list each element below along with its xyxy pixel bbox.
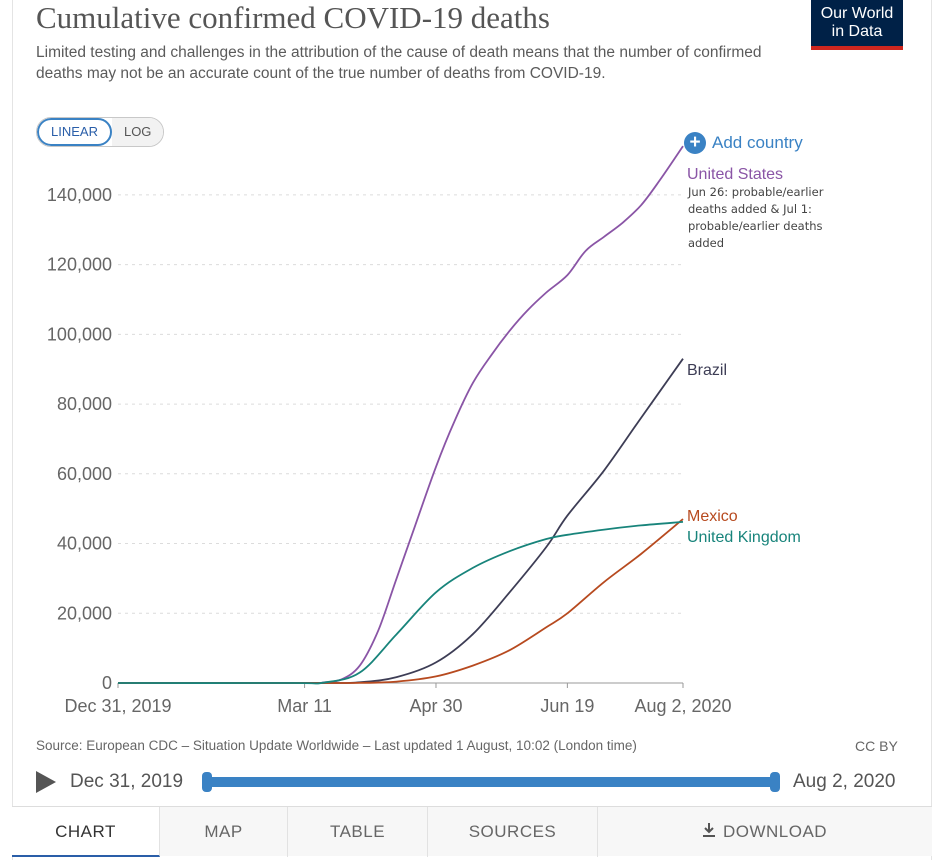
timeline-end-label: Aug 2, 2020: [793, 771, 896, 792]
series-line-united-states: [117, 145, 684, 684]
series-annotation-line: deaths added & Jul 1:: [688, 202, 812, 216]
license-link[interactable]: CC BY: [855, 738, 898, 754]
y-tick-label: 120,000: [47, 255, 112, 275]
tab-chart-label: CHART: [55, 822, 116, 841]
series-label-united-kingdom: United Kingdom: [687, 529, 801, 546]
series-line-united-kingdom: [117, 521, 684, 685]
series-line-mexico: [117, 518, 684, 684]
tab-map-label: MAP: [204, 822, 243, 841]
chart-title: Cumulative confirmed COVID-19 deaths: [36, 0, 550, 35]
series-label-brazil: Brazil: [687, 362, 727, 379]
timeline-start-handle[interactable]: [202, 772, 212, 792]
tab-table[interactable]: TABLE: [288, 807, 428, 857]
tab-download-label: DOWNLOAD: [722, 822, 828, 841]
add-country-button[interactable]: + Add country: [684, 132, 803, 154]
series-label-united-states: United States: [687, 166, 783, 183]
tab-map[interactable]: MAP: [160, 807, 288, 857]
label-layer: United States Jun 26: probable/earlier dea…: [687, 166, 824, 546]
grid-layer: [118, 194, 683, 684]
y-tick-label: 0: [102, 673, 112, 693]
owid-logo[interactable]: Our World in Data: [811, 0, 903, 50]
tab-bar: CHART MAP TABLE SOURCES DOWNLOAD: [12, 806, 932, 857]
x-tick-label: Mar 11: [277, 696, 332, 716]
logo-line-2: in Data: [831, 23, 883, 40]
chart-frame: [12, 0, 932, 860]
play-icon[interactable]: [36, 771, 56, 793]
timeline-slider[interactable]: [202, 772, 780, 792]
tab-sources[interactable]: SOURCES: [428, 807, 598, 857]
axis-layer: 0 20,000 40,000 60,000 80,000 100,000 120,000 1…: [47, 185, 732, 716]
series-label-mexico: Mexico: [687, 508, 738, 525]
x-tick-label: Apr 30: [409, 696, 462, 716]
x-tick-label: Dec 31, 2019: [64, 696, 171, 716]
source-note: Source: European CDC – Situation Update …: [36, 738, 637, 753]
download-icon: [702, 823, 715, 837]
series-annotation-line: probable/earlier deaths: [688, 219, 823, 233]
timeline-range-bar[interactable]: [204, 777, 778, 787]
tab-sources-label: SOURCES: [468, 822, 557, 841]
x-tick-label: Aug 2, 2020: [634, 696, 731, 716]
y-tick-label: 140,000: [47, 185, 112, 205]
timeline-end-handle[interactable]: [770, 772, 780, 792]
y-tick-label: 80,000: [57, 394, 112, 414]
tab-table-label: TABLE: [329, 822, 386, 841]
y-tick-label: 40,000: [57, 534, 112, 554]
add-country-label: Add country: [712, 133, 803, 152]
tab-download[interactable]: DOWNLOAD: [598, 807, 930, 857]
series-layer: [117, 145, 684, 685]
scale-linear-button[interactable]: LINEAR: [37, 118, 112, 146]
y-tick-label: 100,000: [47, 324, 112, 344]
timeline: Dec 31, 2019 Aug 2, 2020: [36, 766, 906, 798]
x-tick-label: Jun 19: [540, 696, 594, 716]
tab-chart[interactable]: CHART: [12, 807, 160, 857]
logo-line-1: Our World: [820, 5, 894, 22]
chart-subtitle: Limited testing and challenges in the at…: [36, 44, 762, 82]
timeline-start-label: Dec 31, 2019: [70, 771, 184, 792]
scale-log-button[interactable]: LOG: [111, 118, 164, 146]
plus-circle-icon: +: [684, 132, 706, 154]
scale-toggle: LINEAR LOG: [36, 117, 165, 147]
series-annotation-line: Jun 26: probable/earlier: [687, 185, 824, 199]
y-tick-label: 60,000: [57, 464, 112, 484]
series-line-brazil: [117, 358, 684, 684]
series-annotation-line: added: [688, 236, 724, 250]
y-tick-label: 20,000: [57, 603, 112, 623]
